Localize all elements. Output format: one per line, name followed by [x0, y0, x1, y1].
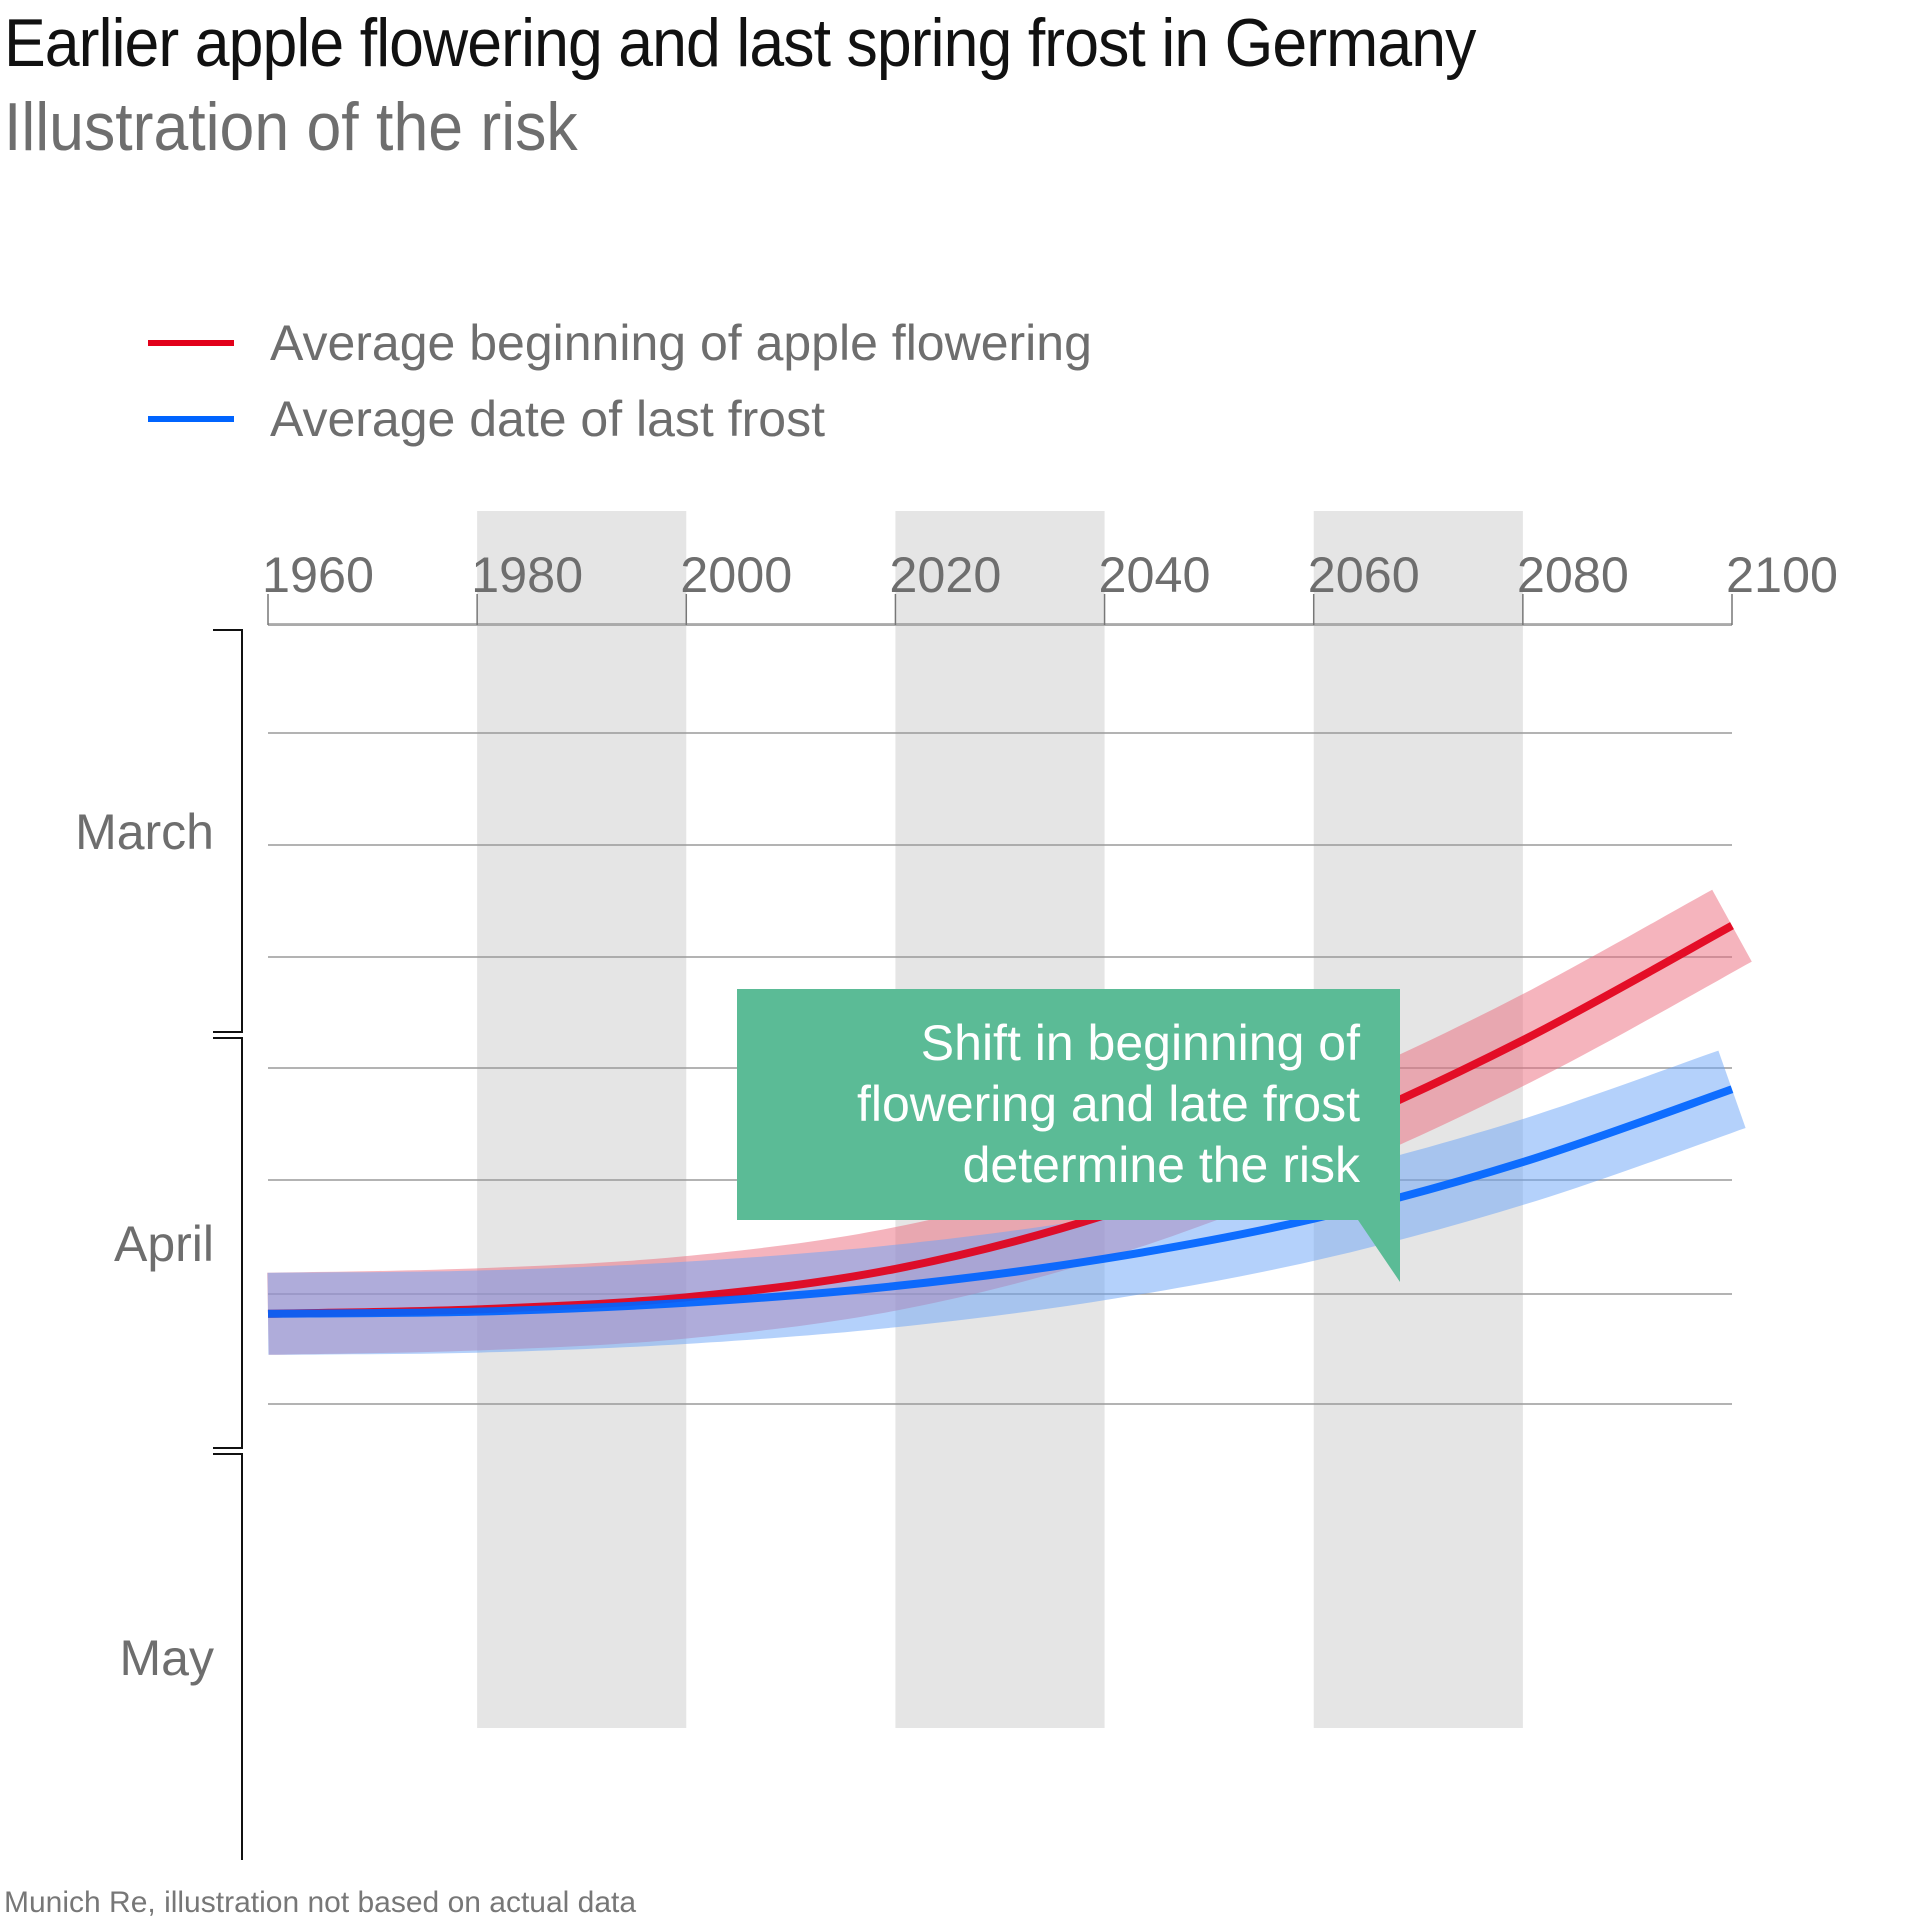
month-bracket-march: [213, 629, 243, 1033]
legend-item-frost: Average date of last frost: [148, 381, 1092, 457]
legend-item-flowering: Average beginning of apple flowering: [148, 305, 1092, 381]
callout-box: [737, 989, 1400, 1282]
legend-label-frost: Average date of last frost: [270, 391, 825, 447]
legend: Average beginning of apple flowering Ave…: [148, 305, 1092, 457]
month-bracket-may: [213, 1453, 243, 1860]
x-tick-label: 2100: [1726, 547, 1838, 603]
x-axis: 1960 1980 2000 2020 2040 2060 2080 2100: [262, 547, 1838, 626]
month-label-april: April: [114, 1216, 214, 1272]
callout-text-line: determine the risk: [963, 1137, 1361, 1193]
x-tick-label: 1960: [262, 547, 374, 603]
month-label-may: May: [120, 1630, 214, 1686]
legend-swatch-frost: [148, 416, 234, 422]
x-tick-label: 2020: [889, 547, 1001, 603]
legend-swatch-flowering: [148, 340, 234, 346]
x-tick-label: 2060: [1308, 547, 1420, 603]
shaded-band-1980-2000: [477, 511, 687, 1728]
legend-label-flowering: Average beginning of apple flowering: [270, 315, 1092, 371]
x-tick-label: 1980: [471, 547, 583, 603]
x-tick-label: 2000: [680, 547, 792, 603]
callout-text-line: Shift in beginning of: [921, 1015, 1360, 1071]
line-frost: [267, 1085, 1734, 1318]
source-note: Munich Re, illustration not based on act…: [4, 1886, 637, 1919]
series: [267, 889, 1752, 1355]
month-label-march: March: [75, 804, 214, 860]
band-frost: [267, 1050, 1746, 1355]
chart-subtitle: Illustration of the risk: [4, 89, 578, 165]
x-tick-label: 2040: [1099, 547, 1211, 603]
y-axis: March April May: [75, 629, 243, 1860]
month-bracket-april: [213, 1037, 243, 1449]
chart-title: Earlier apple flowering and last spring …: [4, 5, 1476, 81]
callout-text-line: flowering and late frost: [857, 1076, 1360, 1132]
x-tick-label: 2080: [1517, 547, 1629, 603]
